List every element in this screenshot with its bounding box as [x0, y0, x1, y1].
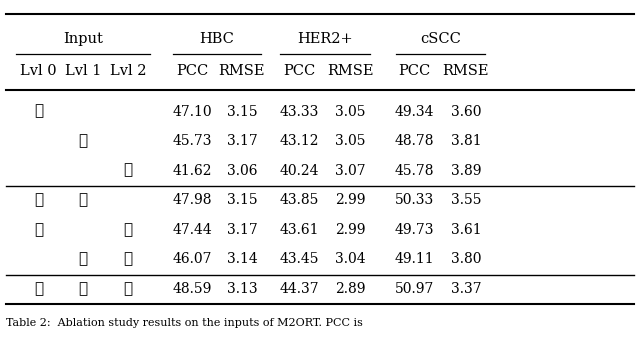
Text: Lvl 2: Lvl 2	[109, 64, 147, 78]
Text: ✓: ✓	[79, 252, 88, 266]
Text: 48.78: 48.78	[395, 134, 435, 148]
Text: Lvl 0: Lvl 0	[20, 64, 57, 78]
Text: 3.15: 3.15	[227, 105, 257, 118]
Text: ✓: ✓	[124, 252, 132, 266]
Text: 3.05: 3.05	[335, 134, 366, 148]
Text: 2.99: 2.99	[335, 193, 366, 207]
Text: 3.37: 3.37	[451, 282, 481, 296]
Text: 3.06: 3.06	[227, 164, 257, 177]
Text: Input: Input	[63, 32, 103, 46]
Text: 3.81: 3.81	[451, 134, 481, 148]
Text: 45.78: 45.78	[395, 164, 435, 177]
Text: 48.59: 48.59	[172, 282, 212, 296]
Text: RMSE: RMSE	[443, 64, 489, 78]
Text: 3.05: 3.05	[335, 105, 366, 118]
Text: 47.44: 47.44	[172, 223, 212, 237]
Text: 43.85: 43.85	[280, 193, 319, 207]
Text: ✓: ✓	[124, 282, 132, 296]
Text: 3.80: 3.80	[451, 252, 481, 266]
Text: 3.55: 3.55	[451, 193, 481, 207]
Text: 2.99: 2.99	[335, 223, 366, 237]
Text: 50.33: 50.33	[395, 193, 435, 207]
Text: Lvl 1: Lvl 1	[65, 64, 101, 78]
Text: RMSE: RMSE	[219, 64, 265, 78]
Text: 3.13: 3.13	[227, 282, 257, 296]
Text: 45.73: 45.73	[172, 134, 212, 148]
Text: PCC: PCC	[399, 64, 431, 78]
Text: HER2+: HER2+	[298, 32, 353, 46]
Text: ✓: ✓	[34, 223, 43, 237]
Text: 43.12: 43.12	[280, 134, 319, 148]
Text: 3.61: 3.61	[451, 223, 481, 237]
Text: 2.89: 2.89	[335, 282, 366, 296]
Text: ✓: ✓	[79, 193, 88, 207]
Text: 41.62: 41.62	[172, 164, 212, 177]
Text: PCC: PCC	[176, 64, 208, 78]
Text: 3.17: 3.17	[227, 223, 257, 237]
Text: ✓: ✓	[34, 282, 43, 296]
Text: 3.15: 3.15	[227, 193, 257, 207]
Text: 3.14: 3.14	[227, 252, 257, 266]
Text: 47.10: 47.10	[172, 105, 212, 118]
Text: ✓: ✓	[124, 164, 132, 177]
Text: 49.73: 49.73	[395, 223, 435, 237]
Text: 47.98: 47.98	[172, 193, 212, 207]
Text: ✓: ✓	[34, 105, 43, 118]
Text: 3.17: 3.17	[227, 134, 257, 148]
Text: 50.97: 50.97	[395, 282, 435, 296]
Text: 3.04: 3.04	[335, 252, 366, 266]
Text: Table 2:  Ablation study results on the inputs of M2ORT. PCC is: Table 2: Ablation study results on the i…	[6, 318, 364, 328]
Text: cSCC: cSCC	[420, 32, 461, 46]
Text: 49.11: 49.11	[395, 252, 435, 266]
Text: 44.37: 44.37	[280, 282, 319, 296]
Text: 43.33: 43.33	[280, 105, 319, 118]
Text: PCC: PCC	[284, 64, 316, 78]
Text: HBC: HBC	[200, 32, 234, 46]
Text: 46.07: 46.07	[172, 252, 212, 266]
Text: 43.61: 43.61	[280, 223, 319, 237]
Text: ✓: ✓	[124, 223, 132, 237]
Text: 40.24: 40.24	[280, 164, 319, 177]
Text: 3.60: 3.60	[451, 105, 481, 118]
Text: 43.45: 43.45	[280, 252, 319, 266]
Text: 3.07: 3.07	[335, 164, 366, 177]
Text: ✓: ✓	[34, 193, 43, 207]
Text: 3.89: 3.89	[451, 164, 481, 177]
Text: RMSE: RMSE	[328, 64, 374, 78]
Text: 49.34: 49.34	[395, 105, 435, 118]
Text: ✓: ✓	[79, 282, 88, 296]
Text: ✓: ✓	[79, 134, 88, 148]
